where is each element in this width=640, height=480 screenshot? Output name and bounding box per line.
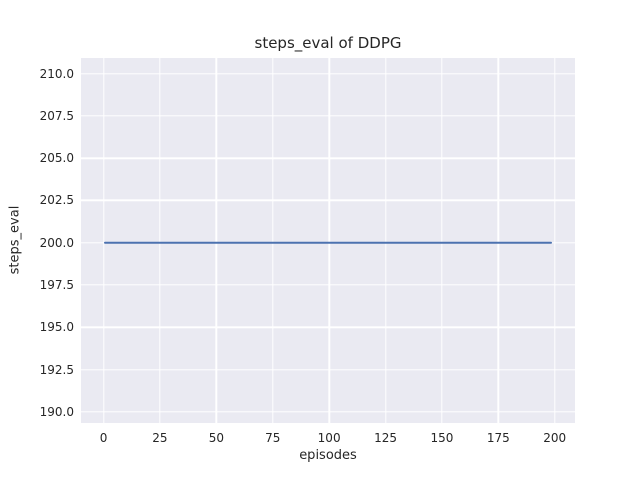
gridline-x-200	[553, 58, 556, 423]
x-tick-label-0: 0	[99, 431, 108, 445]
y-tick-label-210.0: 210.0	[39, 66, 74, 81]
gridline-x-125	[384, 58, 387, 423]
x-tick-label-150: 150	[430, 431, 454, 445]
x-tick-label-125: 125	[374, 431, 397, 445]
x-tick-label-25: 25	[152, 431, 168, 445]
x-tick-label-100: 100	[317, 431, 341, 445]
gridline-y-210.0	[81, 72, 575, 75]
y-tick-label-197.5: 197.5	[39, 278, 74, 293]
y-tick-label-207.5: 207.5	[39, 108, 74, 123]
x-tick-label-75: 75	[265, 431, 281, 445]
gridline-y-205.0	[81, 157, 575, 159]
gridline-y-192.5	[81, 368, 575, 371]
gridline-x-25	[159, 58, 161, 423]
gridline-x-75	[272, 58, 274, 423]
gridline-y-207.5	[81, 115, 575, 117]
y-tick-label-190.0: 190.0	[39, 405, 74, 419]
y-tick-label-202.5: 202.5	[39, 193, 74, 208]
y-tick-label-192.5: 192.5	[39, 362, 74, 377]
y-tick-label-205.0: 205.0	[39, 151, 74, 166]
gridline-x-150	[441, 58, 443, 423]
plot-area	[81, 58, 575, 423]
gridline-x-50	[215, 58, 218, 423]
gridline-y-195.0	[81, 326, 575, 329]
x-tick-label-50: 50	[208, 431, 224, 445]
data-line-steps_eval	[103, 241, 553, 245]
gridline-y-190.0	[81, 411, 575, 413]
chart-title: steps_eval of DDPG	[254, 34, 402, 52]
x-tick-label-175: 175	[486, 431, 510, 445]
y-tick-label-200.0: 200.0	[39, 235, 74, 250]
gridline-y-202.5	[81, 199, 575, 202]
gridline-x-175	[497, 58, 499, 423]
gridline-x-100	[328, 58, 330, 423]
gridline-y-197.5	[81, 284, 575, 286]
x-tick-label-200: 200	[543, 431, 567, 445]
x-axis-label: episodes	[299, 448, 357, 463]
y-tick-label-195.0: 195.0	[39, 320, 74, 335]
gridline-x-0	[102, 58, 105, 423]
